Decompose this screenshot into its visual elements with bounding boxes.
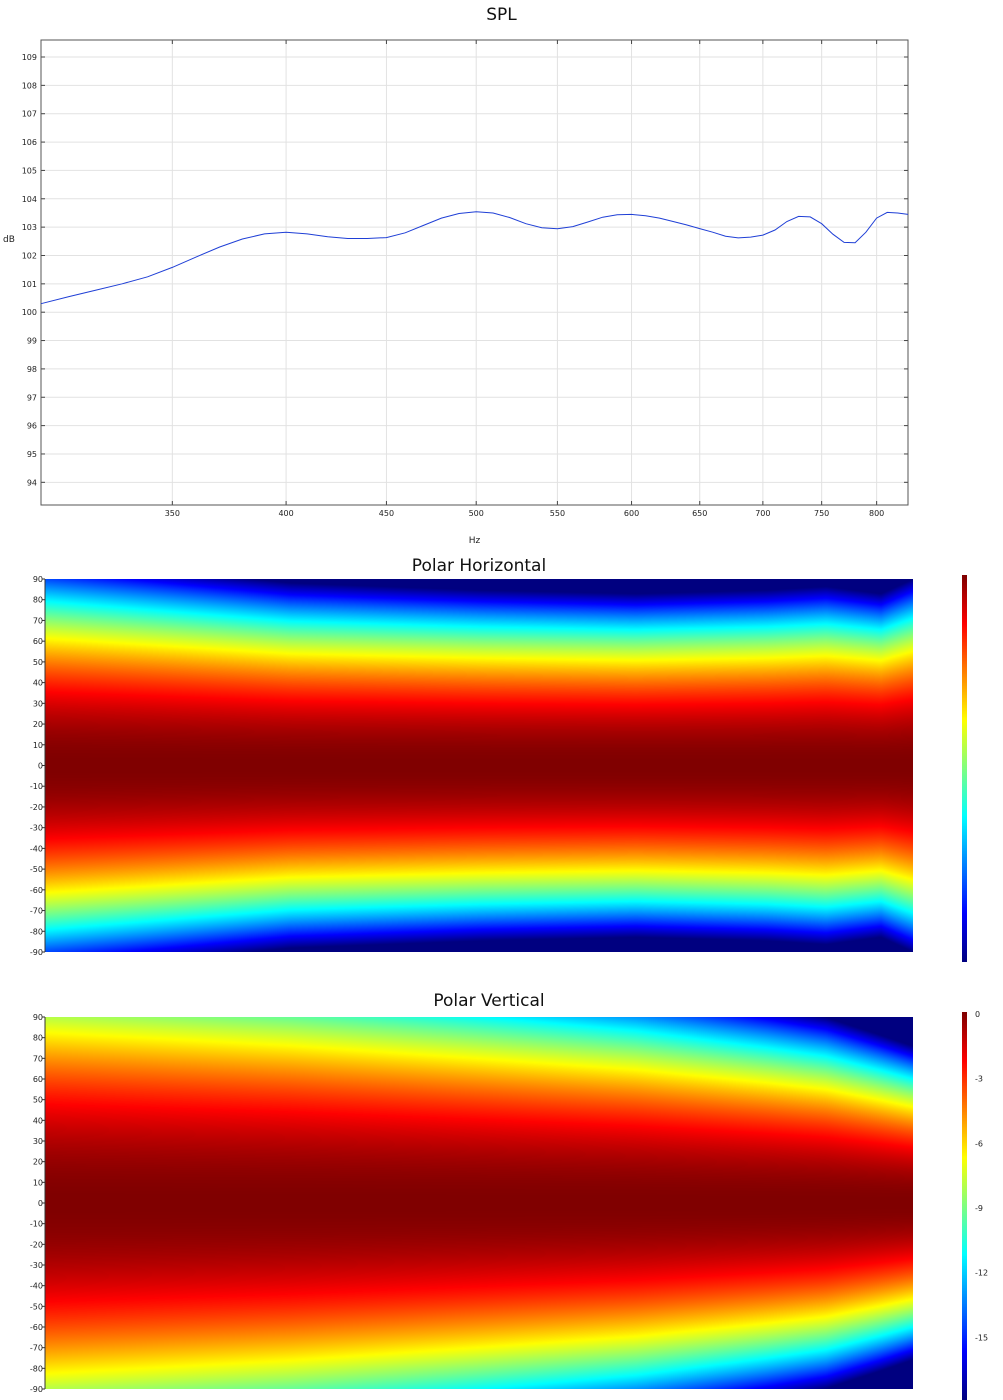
pv-y-tick-label: 20 bbox=[33, 1158, 43, 1167]
ph-y-tick-label: 10 bbox=[33, 741, 43, 750]
pv-y-tick-label: 80 bbox=[33, 1034, 43, 1043]
ph-y-tick-label: 80 bbox=[33, 596, 43, 605]
x-tick-label: 400 bbox=[278, 509, 293, 518]
x-tick-label: 600 bbox=[624, 509, 639, 518]
x-axis-label: Hz bbox=[469, 536, 481, 546]
ph-y-tick-label: 40 bbox=[33, 679, 43, 688]
x-tick-label: 550 bbox=[550, 509, 565, 518]
y-tick-label: 94 bbox=[27, 478, 37, 487]
y-tick-label: 97 bbox=[27, 393, 37, 402]
x-tick-label: 750 bbox=[814, 509, 829, 518]
y-tick-label: 105 bbox=[22, 166, 37, 175]
pv-y-tick-label: -10 bbox=[30, 1220, 43, 1229]
x-tick-label: 700 bbox=[755, 509, 770, 518]
y-tick-label: 96 bbox=[27, 422, 37, 431]
colorbar-tick-label: -9 bbox=[975, 1204, 983, 1213]
pv-y-tick-label: 60 bbox=[33, 1075, 43, 1084]
colorbar-tick-label: -15 bbox=[975, 1333, 988, 1342]
ph-y-tick-label: -90 bbox=[30, 948, 43, 957]
pv-y-tick-label: 90 bbox=[33, 1013, 43, 1022]
pv-y-tick-label: -80 bbox=[30, 1364, 43, 1373]
polar-vertical-title: Polar Vertical bbox=[433, 991, 545, 1011]
pv-y-tick-label: -70 bbox=[30, 1344, 43, 1353]
colorbar-tick-label: -12 bbox=[975, 1269, 988, 1278]
pv-y-tick-label: 30 bbox=[33, 1137, 43, 1146]
ph-y-tick-label: 70 bbox=[33, 616, 43, 625]
ph-y-tick-label: -30 bbox=[30, 824, 43, 833]
y-tick-label: 103 bbox=[22, 223, 37, 232]
pv-y-tick-label: 70 bbox=[33, 1054, 43, 1063]
y-tick-label: 106 bbox=[22, 138, 37, 147]
polar-horizontal-heatmap bbox=[45, 579, 913, 952]
y-tick-label: 101 bbox=[22, 280, 37, 289]
pv-y-tick-label: -20 bbox=[30, 1240, 43, 1249]
ph-y-tick-label: 50 bbox=[33, 658, 43, 667]
ph-y-tick-label: -70 bbox=[30, 907, 43, 916]
x-tick-label: 800 bbox=[869, 509, 884, 518]
polar-horizontal-colorbar bbox=[962, 575, 967, 962]
colorbar-tick-label: -3 bbox=[975, 1075, 983, 1084]
ph-y-tick-label: -10 bbox=[30, 782, 43, 791]
pv-y-tick-label: -30 bbox=[30, 1261, 43, 1270]
y-tick-label: 98 bbox=[27, 365, 37, 374]
y-axis-label: dB bbox=[3, 235, 15, 245]
x-tick-label: 500 bbox=[469, 509, 484, 518]
polar-vertical-heatmap bbox=[45, 1017, 913, 1389]
pv-y-tick-label: 40 bbox=[33, 1116, 43, 1125]
colorbar-tick-label: -6 bbox=[975, 1139, 983, 1148]
ph-y-tick-label: -40 bbox=[30, 844, 43, 853]
spl-line bbox=[40, 211, 909, 305]
spl-title: SPL bbox=[486, 5, 517, 25]
x-tick-label: 650 bbox=[692, 509, 707, 518]
pv-y-tick-label: 50 bbox=[33, 1096, 43, 1105]
y-tick-label: 108 bbox=[22, 81, 37, 90]
ph-y-tick-label: 60 bbox=[33, 637, 43, 646]
ph-y-tick-label: 0 bbox=[38, 762, 43, 771]
polar-horizontal-title: Polar Horizontal bbox=[411, 556, 547, 576]
y-tick-label: 107 bbox=[22, 110, 37, 119]
pv-y-tick-label: 10 bbox=[33, 1178, 43, 1187]
plot-area bbox=[41, 40, 908, 505]
x-tick-label: 450 bbox=[379, 509, 394, 518]
y-tick-label: 104 bbox=[22, 195, 37, 204]
ph-y-tick-label: -50 bbox=[30, 865, 43, 874]
x-tick-label: 350 bbox=[165, 509, 180, 518]
ph-y-tick-label: 30 bbox=[33, 699, 43, 708]
ph-y-tick-label: -20 bbox=[30, 803, 43, 812]
y-tick-label: 99 bbox=[27, 337, 37, 346]
ph-y-tick-label: -60 bbox=[30, 886, 43, 895]
polar-vertical-colorbar bbox=[962, 1012, 967, 1400]
pv-y-tick-label: -40 bbox=[30, 1282, 43, 1291]
pv-y-tick-label: -50 bbox=[30, 1302, 43, 1311]
pv-y-tick-label: -90 bbox=[30, 1385, 43, 1394]
spl-chart: 350 400 450 500 550 600 650 700 750 800 94 95 96 97 98… bbox=[3, 39, 909, 546]
pv-y-tick-label: 0 bbox=[38, 1199, 43, 1208]
y-tick-label: 100 bbox=[22, 308, 37, 317]
y-tick-label: 102 bbox=[22, 251, 37, 260]
ph-y-tick-label: -80 bbox=[30, 927, 43, 936]
plot-frame bbox=[40, 39, 909, 506]
ph-y-tick-label: 20 bbox=[33, 720, 43, 729]
pv-y-tick-label: -60 bbox=[30, 1323, 43, 1332]
ph-y-tick-label: 90 bbox=[33, 575, 43, 584]
y-tick-label: 109 bbox=[22, 53, 37, 62]
colorbar-tick-label: 0 bbox=[975, 1010, 980, 1019]
y-tick-label: 95 bbox=[27, 450, 37, 459]
